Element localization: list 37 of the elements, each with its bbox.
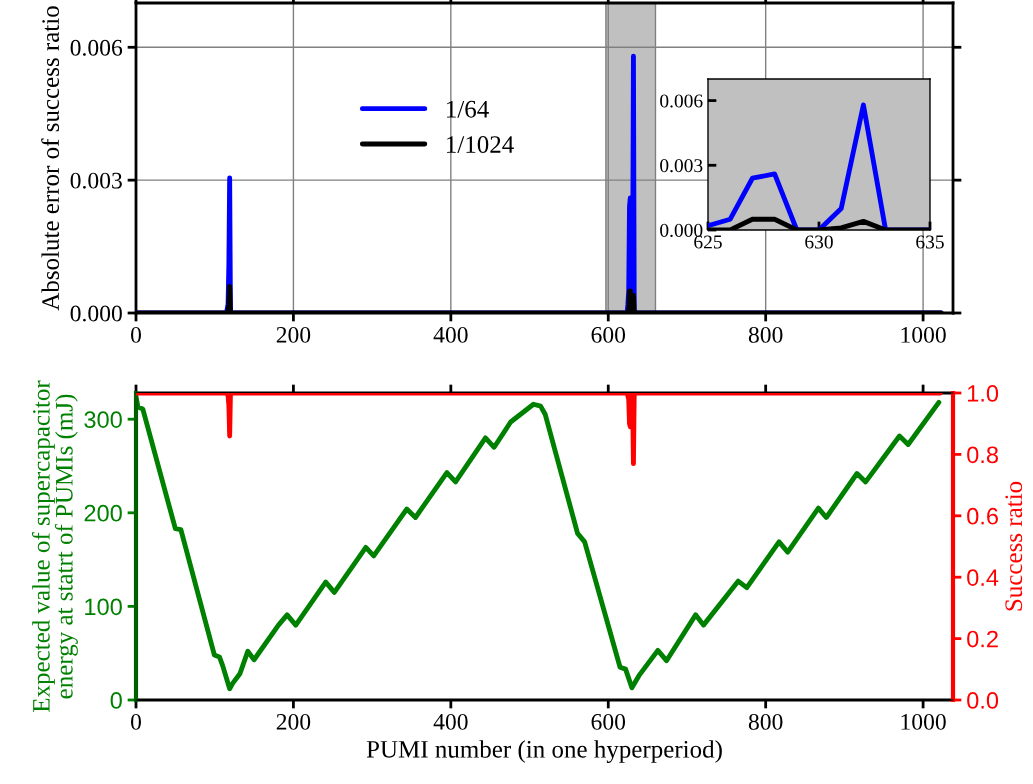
y-axis-title: Expected value of supercapacitor energy at statrt of PUMIs (mJ) <box>31 380 78 713</box>
y-tick-label: 0.003 <box>660 159 703 173</box>
x-tick-label: 200 <box>276 713 311 730</box>
x-tick-label: 600 <box>591 326 626 343</box>
x-tick-label: 1000 <box>901 713 946 730</box>
y2-tick-label: 0.0 <box>967 692 999 709</box>
x-tick-label: 0 <box>131 713 141 730</box>
y-tick-label: 0.003 <box>70 172 122 189</box>
x-tick-label: 200 <box>276 326 311 343</box>
x-tick-label: 1000 <box>901 326 946 343</box>
y-tick-label: 0.000 <box>660 223 703 238</box>
legend-label: 1/64 <box>447 100 489 118</box>
x-tick-label: 400 <box>433 713 468 730</box>
y-tick-label: 200 <box>84 504 122 522</box>
x-tick-label: 630 <box>805 235 833 249</box>
x-axis-title: PUMI number (in one hyperperiod) <box>366 740 722 763</box>
y2-tick-label: 0.8 <box>967 446 998 464</box>
y-tick-label: 300 <box>84 411 122 428</box>
y2-axis-title: Success ratio <box>1005 481 1023 611</box>
legend-label: 1/1024 <box>447 136 514 153</box>
y-tick-label: 0.006 <box>660 94 703 108</box>
y-tick-label: 100 <box>85 598 122 616</box>
x-tick-label: 400 <box>433 326 468 343</box>
y2-tick-label: 0.6 <box>967 507 998 525</box>
y2-tick-label: 0.2 <box>967 630 998 648</box>
y-tick-label: 0.000 <box>70 305 122 322</box>
y-axis-title: Absolute error of success ratio <box>41 6 60 311</box>
x-tick-label: 0 <box>131 326 141 343</box>
y-tick-label: 0.006 <box>70 39 123 56</box>
y2-tick-label: 0.4 <box>967 569 999 586</box>
y2-tick-label: 1.0 <box>967 385 999 402</box>
x-tick-label: 800 <box>748 713 783 730</box>
x-tick-label: 625 <box>694 235 722 249</box>
x-tick-label: 600 <box>591 713 626 730</box>
y-tick-label: 0 <box>110 692 122 709</box>
x-tick-label: 635 <box>916 235 944 249</box>
x-tick-label: 800 <box>748 326 783 343</box>
